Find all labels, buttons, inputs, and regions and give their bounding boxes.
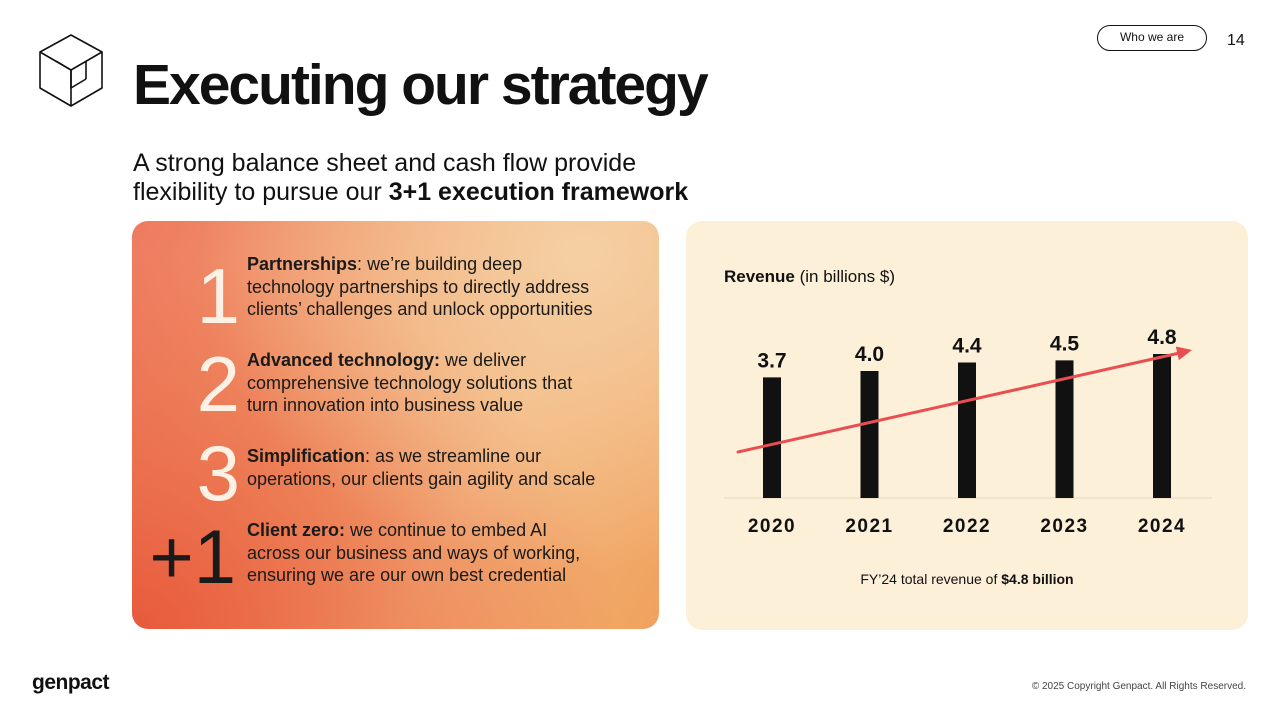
genpact-wordmark: genpact [32, 671, 110, 694]
bar-value-label: 4.5 [1050, 332, 1080, 355]
framework-card: 1 Partnerships: we’re building deep tech… [132, 221, 659, 629]
revenue-bar [763, 377, 781, 498]
revenue-bar [1055, 360, 1074, 498]
category-tick-label: 2023 [1040, 516, 1088, 537]
framework-number: 2 [196, 340, 240, 428]
framework-number: +1 [149, 515, 236, 600]
category-tick-label: 2020 [748, 516, 796, 537]
chart-title: Revenue (in billions $) [724, 267, 895, 287]
framework-line-2: technology partnerships to directly addr… [247, 276, 590, 297]
revenue-bar [1153, 354, 1171, 498]
framework-line-1: we deliver [445, 350, 527, 370]
framework-item-title: Simplification [247, 446, 366, 466]
framework-line-1: as we streamline our [375, 446, 542, 466]
bar-value-label: 4.0 [855, 343, 884, 366]
section-pill-who-we-are[interactable]: Who we are [1097, 25, 1207, 51]
revenue-bar [958, 362, 976, 498]
revenue-bar [860, 371, 879, 498]
category-tick-label: 2022 [943, 516, 991, 537]
footnote-emphasis: $4.8 billion [1001, 571, 1074, 587]
subtitle-framework-emphasis: 3+1 execution framework [388, 178, 689, 206]
footnote-text: FY’24 total revenue of [860, 571, 1002, 587]
framework-item-title: Advanced technology: [247, 350, 441, 370]
framework-item-title: Partnerships [247, 254, 358, 274]
framework-line-2: comprehensive technology solutions that [247, 372, 573, 393]
framework-line-2: operations, our clients gain agility and… [247, 468, 596, 489]
chart-title-bold: Revenue [724, 267, 795, 286]
framework-item-title: Client zero: [247, 520, 346, 540]
framework-line-2: across our business and ways of working, [247, 542, 581, 563]
category-tick-label: 2024 [1138, 516, 1186, 537]
subtitle-line-1: A strong balance sheet and cash flow pro… [133, 149, 637, 177]
framework-line-3: clients’ challenges and unlock opportuni… [247, 299, 593, 319]
chart-footnote: FY’24 total revenue of $4.8 billion [686, 571, 1248, 587]
framework-text: Partnerships: we’re building deep techno… [247, 253, 637, 321]
framework-line-3: ensuring we are our own best credential [247, 565, 567, 585]
framework-line-1: we’re building deep [367, 254, 523, 274]
trend-arrow-line [736, 350, 1186, 454]
framework-line-1: we continue to embed AI [350, 520, 548, 540]
revenue-chart-card: Revenue (in billions $) 3.7 2020 4.0 2021 4.… [686, 221, 1248, 630]
bar-value-label: 4.4 [952, 335, 982, 358]
framework-text: Client zero: we continue to embed AI acr… [247, 519, 637, 587]
chart-title-unit: (in billions $) [794, 267, 896, 286]
framework-text: Simplification: as we streamline our ope… [247, 445, 637, 490]
framework-number: 1 [196, 252, 240, 340]
framework-sep: : [365, 446, 376, 466]
subtitle-line-2: flexibility to pursue our 3+1 execution … [133, 178, 833, 207]
category-tick-label: 2021 [845, 516, 893, 537]
revenue-bar-chart: 3.7 2020 4.0 2021 4.4 2022 4.5 2023 4.8 2024 [724, 326, 1212, 537]
page-title: Executing our strategy [133, 53, 709, 117]
genpact-logo-icon [38, 33, 104, 119]
framework-text: Advanced technology: we deliver comprehe… [247, 349, 637, 417]
framework-number: 3 [196, 429, 240, 517]
bar-value-label: 4.8 [1147, 326, 1177, 349]
subtitle-line-2-text: flexibility to pursue our [133, 178, 389, 206]
copyright-notice: © 2025 Copyright Genpact. All Rights Res… [1031, 681, 1246, 692]
page-number: 14 [1227, 32, 1245, 49]
framework-line-3: turn innovation into business value [247, 395, 524, 415]
framework-sep: : [357, 254, 368, 274]
trend-arrow-head [1175, 346, 1192, 361]
bar-value-label: 3.7 [757, 349, 786, 372]
page-subtitle: A strong balance sheet and cash flow pro… [133, 149, 833, 207]
